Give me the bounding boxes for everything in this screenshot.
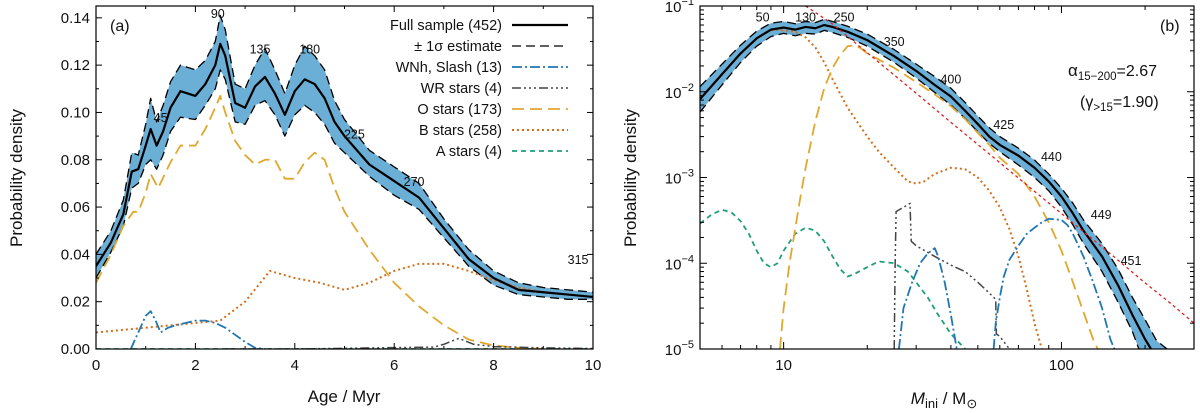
panel-a-full-sample-line [96,42,593,299]
panel-b-annotation: 250 [834,11,855,25]
panel-a-annotation: 180 [299,42,320,56]
panel-a-tick-marks [95,6,594,350]
legend-item-b-stars: B stars (258) [419,123,568,139]
legend-label: O stars (173) [417,102,502,118]
panel-b-ytick-label: 10−1 [665,0,694,16]
panel-a-xtick-label: 10 [585,357,602,374]
panel-b-annotation: 451 [1121,254,1142,268]
panel-b-sigma-upper-line [700,18,1168,349]
panel-b-x-axis-label: Mini / M⊙ [911,389,977,411]
panel-a-annotation: 45 [154,111,168,125]
panel-b-wnh-line-high-mass [992,217,1116,349]
panel-a-ytick-label: 0.04 [61,246,90,263]
panel-b-annotation: 400 [940,72,961,86]
panel-b-annotations: 50 130 250 350 400 425 440 449 451 [756,11,1142,269]
legend-item-o-stars: O stars (173) [417,102,568,118]
legend-item-wnh: WNh, Slash (13) [396,60,568,76]
panel-a-xtick-label: 8 [489,357,497,374]
panel-a-ytick-label: 0.12 [61,57,90,74]
panel-a-y-axis-label: Probability density [7,109,26,247]
legend-item-full-sample: Full sample (452) [390,18,568,34]
legend-item-sigma: ± 1σ estimate [414,39,568,55]
panel-a-y-ticks: 0.00 0.02 0.04 0.06 0.08 0.10 0.12 0.14 [61,10,90,358]
alpha-fit-label: α15−200=2.67 [1068,61,1157,83]
panel-b-annotation: 449 [1091,208,1112,222]
panel-b-ytick-label: 10−2 [665,82,694,102]
panel-a-ytick-label: 0.08 [61,152,90,169]
panel-a-annotation: 270 [404,175,425,189]
panel-a-annotation: 135 [250,42,271,56]
panel-a-ytick-label: 0.00 [61,341,90,358]
panel-b-xtick-label: 100 [1049,357,1074,374]
panel-b-wnh-line [898,247,958,349]
panel-b-a-stars-line [700,208,966,349]
panel-a-ytick-label: 0.06 [61,199,90,216]
panel-a-xtick-label: 6 [390,357,398,374]
panel-b-sigma-band [700,19,1168,349]
panel-b-b-stars-line [700,28,1043,349]
panel-b-ytick-label: 10−3 [665,168,694,188]
panel-a: 0 2 4 6 8 10 0.00 0.02 0.04 0.06 0.08 0.… [7,5,602,406]
panel-b-imf-fit-line [805,6,1194,324]
panel-a-annotations: 45 90 135 180 225 270 315 [154,7,589,267]
panel-a-sigma-band [96,15,593,300]
panel-b-annotation: 350 [884,35,905,49]
panel-a-label: (a) [110,18,130,35]
panel-b-o-stars-line [779,44,1099,349]
panel-b-wr-stars-line [893,202,1011,349]
panel-a-annotation: 315 [568,253,589,267]
panel-a-sigma-upper-line [96,14,593,293]
panel-a-xtick-label: 2 [191,357,199,374]
panel-a-x-axis-label: Age / Myr [308,387,381,406]
panel-b-ytick-label: 10−5 [665,339,694,359]
panel-b-ytick-label: 10−4 [665,253,694,273]
panel-b-annotation: 425 [993,118,1014,132]
panel-b: 10 100 10−5 10−4 10−3 10−2 10−1 Mini / M… [621,0,1195,411]
panel-b-annotation: 130 [795,11,816,25]
panel-a-b-stars-line [96,262,593,334]
legend-label: B stars (258) [419,123,502,139]
legend-label: WNh, Slash (13) [396,60,502,76]
legend-item-wr: WR stars (4) [421,81,568,97]
panel-a-wr-stars-line [225,337,593,349]
panel-b-label: (b) [1160,18,1180,35]
panel-b-y-axis-label: Probability density [621,109,640,247]
panel-a-sigma-lower-line [96,69,593,300]
panel-a-xtick-label: 0 [92,357,100,374]
panel-b-y-ticks: 10−5 10−4 10−3 10−2 10−1 [665,0,694,359]
panel-b-annotation: 440 [1041,150,1062,164]
panel-a-o-stars-line [96,94,544,349]
panel-a-wnh-line [129,310,266,349]
legend-label: ± 1σ estimate [414,39,502,55]
legend-label: WR stars (4) [421,81,502,97]
legend-item-a-stars: A stars (4) [436,144,568,160]
panel-a-xtick-label: 4 [291,357,299,374]
legend-label: Full sample (452) [390,18,502,34]
panel-b-full-sample-line [700,23,1152,349]
panel-b-sigma-lower-line [700,29,1140,349]
panel-a-frame [95,5,594,350]
gamma-fit-label: (γ>15=1.90) [1080,94,1159,114]
panel-a-annotation: 225 [344,128,365,142]
legend-label: A stars (4) [436,144,502,160]
panel-b-annotation: 50 [756,11,770,25]
panel-a-ytick-label: 0.10 [61,104,90,121]
panel-a-annotation: 90 [211,7,225,21]
panel-b-x-ticks: 10 100 [775,357,1074,374]
legend: Full sample (452) ± 1σ estimate WNh, Sla… [390,18,568,160]
panel-b-tick-marks [699,5,1195,350]
panel-a-x-ticks: 0 2 4 6 8 10 [92,357,602,374]
panel-a-ytick-label: 0.14 [61,10,90,27]
panel-a-ytick-label: 0.02 [61,294,90,311]
panel-b-xtick-label: 10 [775,357,792,374]
